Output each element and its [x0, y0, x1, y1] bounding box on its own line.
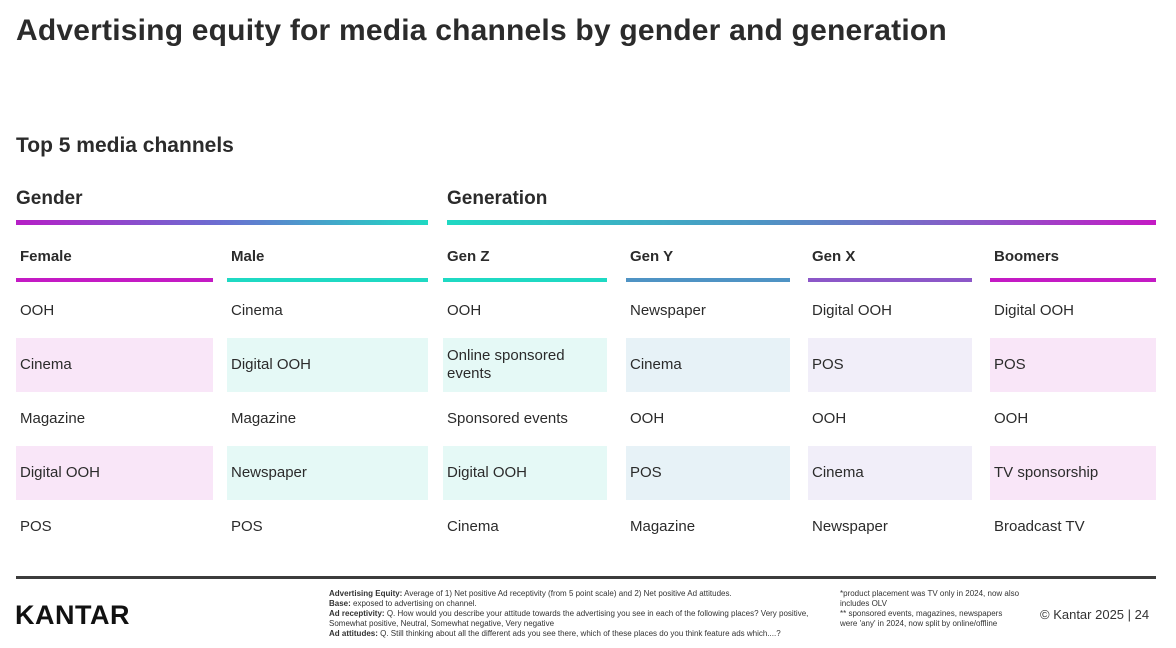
- receptivity-label: Ad receptivity:: [329, 609, 385, 618]
- column-header: Female: [20, 248, 72, 265]
- channel-rank-4: Digital OOH: [443, 446, 607, 500]
- channel-rank-3: OOH: [812, 410, 847, 427]
- column-accent-line: [808, 278, 972, 282]
- methodology-notes: Advertising Equity: Average of 1) Net po…: [329, 589, 829, 639]
- equity-text: Average of 1) Net positive Ad receptivit…: [404, 589, 732, 598]
- channel-rank-1: Newspaper: [630, 302, 706, 319]
- column-accent-line: [227, 278, 428, 282]
- channel-rank-2: Digital OOH: [227, 338, 428, 392]
- channel-rank-1: Cinema: [231, 302, 283, 319]
- channel-rank-5: Broadcast TV: [994, 518, 1085, 535]
- column-gen-z: Gen Z OOH Online sponsored events Sponsored…: [443, 240, 607, 554]
- generation-divider: [447, 220, 1156, 225]
- channel-rank-4: TV sponsorship: [990, 446, 1156, 500]
- column-boomers: Boomers Digital OOH POS OOH TV sponsorship Br…: [990, 240, 1156, 554]
- column-accent-line: [16, 278, 213, 282]
- channel-rank-5: Newspaper: [812, 518, 888, 535]
- base-text: exposed to advertising on channel.: [353, 599, 477, 608]
- column-male: Male Cinema Digital OOH Magazine Newspaper PO…: [227, 240, 428, 554]
- channel-rank-3: Magazine: [20, 410, 86, 427]
- column-header: Gen X: [812, 248, 856, 265]
- channel-rank-1: Digital OOH: [994, 302, 1075, 319]
- column-gen-x: Gen X Digital OOH POS OOH Cinema Newspaper: [808, 240, 972, 554]
- footnote-product-placement: *product placement was TV only in 2024, …: [840, 589, 1020, 608]
- column-header: Male: [231, 248, 265, 265]
- channel-rank-1: Digital OOH: [812, 302, 893, 319]
- channel-rank-3: Sponsored events: [447, 410, 568, 427]
- footnotes: *product placement was TV only in 2024, …: [840, 589, 1020, 629]
- equity-label: Advertising Equity:: [329, 589, 403, 598]
- column-accent-line: [990, 278, 1156, 282]
- kantar-logo: KANTAR: [15, 600, 130, 630]
- column-accent-line: [626, 278, 790, 282]
- channel-rank-2: Cinema: [16, 338, 213, 392]
- channel-rank-4: Cinema: [808, 446, 972, 500]
- channel-rank-4: Digital OOH: [16, 446, 213, 500]
- footnote-sponsored-events: ** sponsored events, magazines, newspape…: [840, 609, 1003, 628]
- page-title: Advertising equity for media channels by…: [16, 14, 947, 47]
- gender-divider: [16, 220, 428, 225]
- footer-divider: [16, 576, 1156, 579]
- channel-rank-3: Magazine: [231, 410, 297, 427]
- column-gen-y: Gen Y Newspaper Cinema OOH POS Magazine: [626, 240, 790, 554]
- channel-rank-2: Online sponsored events: [443, 338, 607, 392]
- channel-rank-4: POS: [626, 446, 790, 500]
- channel-rank-5: Cinema: [447, 518, 499, 535]
- column-accent-line: [443, 278, 607, 282]
- base-label: Base:: [329, 599, 351, 608]
- receptivity-text: Q. How would you describe your attitude …: [329, 609, 809, 628]
- channel-rank-2: POS: [990, 338, 1156, 392]
- channel-rank-3: OOH: [994, 410, 1029, 427]
- attitudes-label: Ad attitudes:: [329, 629, 378, 638]
- channel-rank-5: Magazine: [630, 518, 696, 535]
- channel-rank-5: POS: [20, 518, 52, 535]
- channel-rank-4: Newspaper: [227, 446, 428, 500]
- attitudes-text: Q. Still thinking about all the differen…: [380, 629, 781, 638]
- channel-rank-2: Cinema: [626, 338, 790, 392]
- column-header: Gen Z: [447, 248, 490, 265]
- channel-rank-2: POS: [808, 338, 972, 392]
- column-header: Gen Y: [630, 248, 674, 265]
- channel-rank-3: OOH: [630, 410, 665, 427]
- channel-rank-1: OOH: [20, 302, 55, 319]
- copyright-page-number: © Kantar 2025 | 24: [1040, 607, 1150, 622]
- channel-rank-1: OOH: [447, 302, 482, 319]
- channel-rank-5: POS: [231, 518, 263, 535]
- group-label-generation: Generation: [447, 188, 548, 209]
- group-label-gender: Gender: [16, 188, 83, 209]
- section-subtitle: Top 5 media channels: [16, 134, 234, 157]
- column-header: Boomers: [994, 248, 1060, 265]
- column-female: Female OOH Cinema Magazine Digital OOH POS: [16, 240, 213, 554]
